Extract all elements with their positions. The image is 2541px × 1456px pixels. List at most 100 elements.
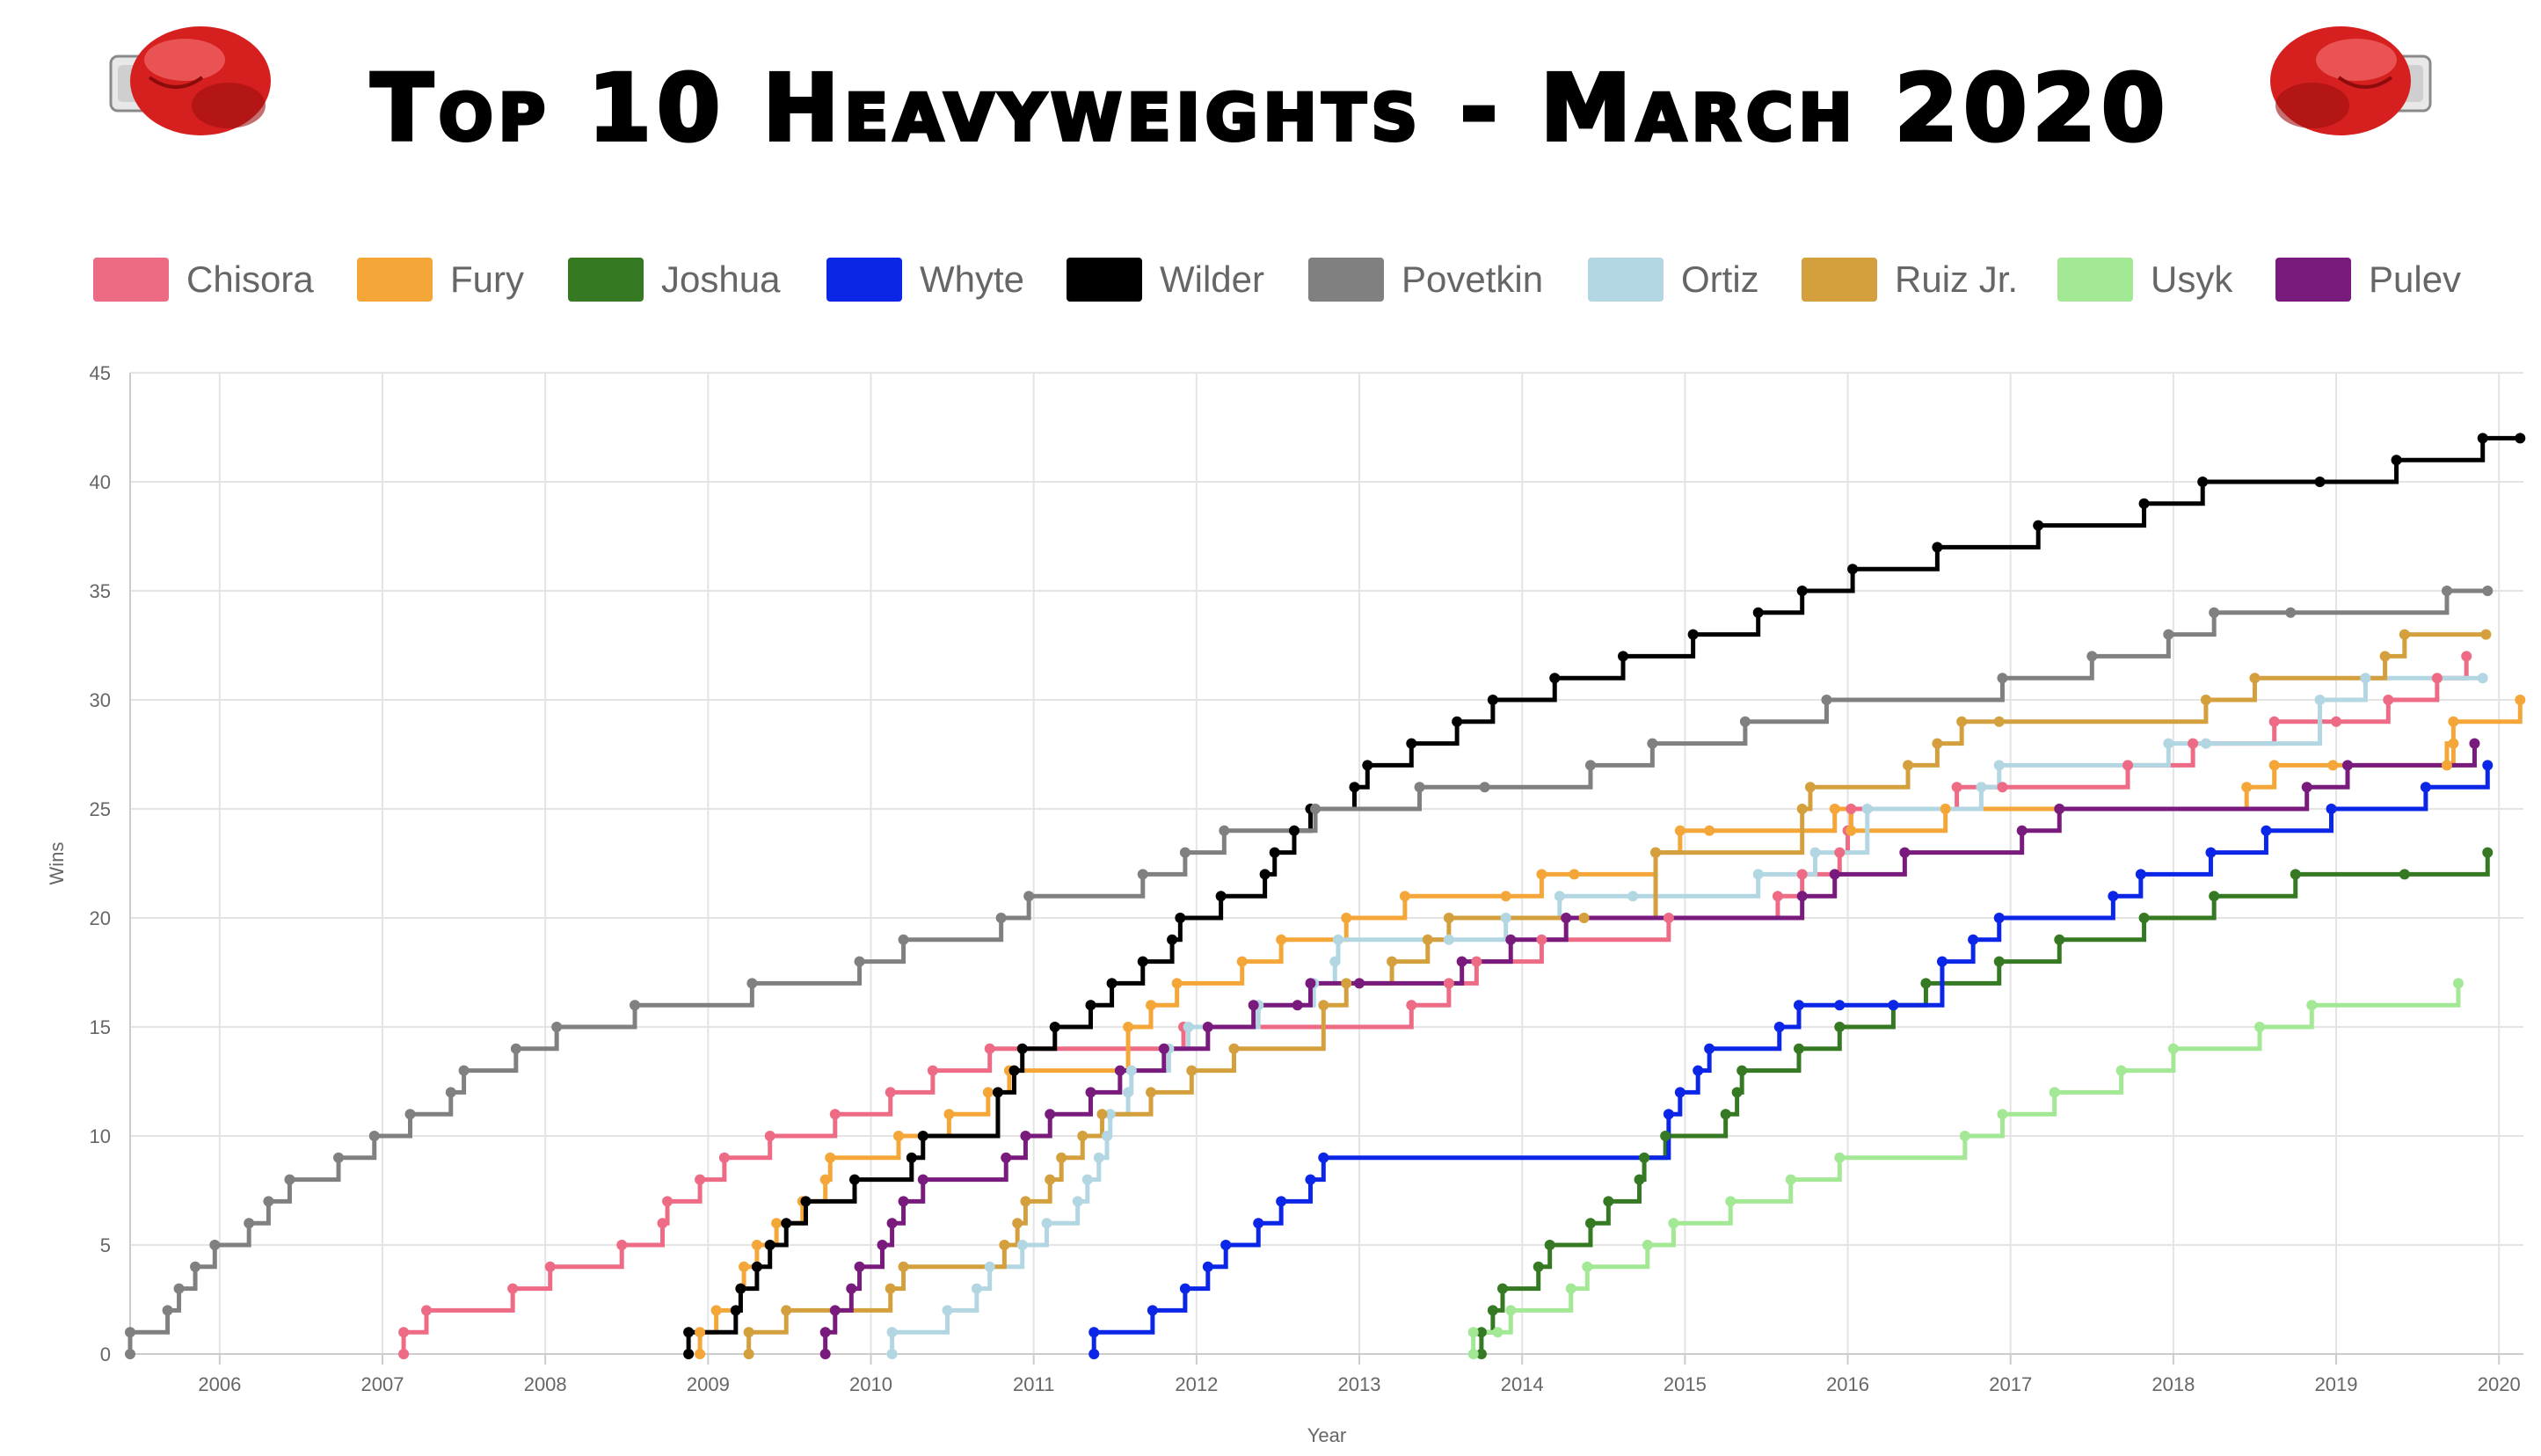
data-point-usyk: [1642, 1240, 1653, 1250]
legend-swatch: [568, 258, 644, 302]
data-point-povetkin: [2209, 607, 2220, 618]
legend-item[interactable]: Whyte: [826, 253, 1024, 306]
data-point-pulev: [1899, 847, 1911, 858]
data-point-chisora: [2188, 738, 2199, 749]
data-point-wilder: [1452, 716, 1463, 727]
data-point-joshua: [2209, 891, 2220, 902]
x-tick-label: 2013: [1338, 1373, 1381, 1395]
data-point-usyk: [1668, 1218, 1679, 1229]
data-point-povetkin: [263, 1196, 274, 1207]
data-point-joshua: [1634, 1174, 1645, 1185]
data-point-wilder: [906, 1152, 917, 1163]
data-point-povetkin: [162, 1305, 173, 1316]
data-point-wilder: [1549, 673, 1561, 684]
chart-legend: Chisora Fury Joshua Whyte Wilder Povetkin Orti…: [0, 253, 2541, 315]
data-point-povetkin: [854, 956, 865, 967]
legend-item[interactable]: Povetkin: [1308, 253, 1543, 306]
x-tick-label: 2008: [524, 1373, 567, 1395]
data-point-povetkin: [898, 934, 909, 945]
data-point-ortiz: [942, 1305, 953, 1316]
data-point-ruizjr: [1146, 1087, 1157, 1098]
data-point-pulev: [1829, 869, 1840, 880]
data-point-joshua: [1736, 1065, 1748, 1076]
data-point-fury: [1940, 804, 1951, 814]
data-point-wilder: [1349, 782, 1360, 793]
data-point-ortiz: [2360, 673, 2371, 684]
data-point-ortiz: [1183, 1022, 1194, 1032]
series-line-usyk: [1471, 983, 2461, 1354]
legend-label: Pulev: [2369, 258, 2462, 300]
data-point-povetkin: [445, 1087, 456, 1098]
data-point-wilder: [1406, 738, 1417, 749]
data-point-povetkin: [2482, 586, 2494, 596]
legend-swatch: [1308, 258, 1384, 302]
data-point-chisora: [1846, 804, 1857, 814]
data-point-joshua: [1793, 1043, 1804, 1054]
data-point-usyk: [1582, 1261, 1593, 1272]
data-point-joshua: [1834, 1022, 1846, 1032]
boxing-glove-icon: [97, 16, 273, 148]
data-point-joshua: [1584, 1218, 1596, 1229]
legend-item[interactable]: Pulev: [2275, 253, 2461, 306]
data-point-wilder: [2515, 433, 2526, 444]
legend-item[interactable]: Chisora: [93, 253, 314, 306]
legend-item[interactable]: Fury: [357, 253, 524, 306]
data-point-fury: [1341, 913, 1352, 923]
data-point-ruizjr: [1096, 1109, 1108, 1120]
data-point-wilder: [2033, 520, 2044, 531]
data-point-pulev: [917, 1174, 928, 1185]
data-point-whyte: [2482, 760, 2494, 771]
data-point-fury: [1399, 891, 1410, 902]
data-point-usyk: [2115, 1065, 2127, 1076]
x-axis-title: Year: [1307, 1424, 1346, 1446]
data-point-whyte: [1253, 1218, 1264, 1229]
data-point-whyte: [1663, 1109, 1674, 1120]
data-point-usyk: [1505, 1305, 1517, 1316]
data-point-pulev: [1085, 1087, 1096, 1098]
data-point-whyte: [1305, 1174, 1316, 1185]
data-point-pulev: [886, 1218, 898, 1229]
legend-swatch: [357, 258, 433, 302]
boxing-glove-icon: [2268, 16, 2444, 148]
data-point-fury: [751, 1240, 762, 1250]
data-point-ortiz: [1500, 913, 1511, 923]
data-point-ruizjr: [898, 1261, 909, 1272]
data-point-chisora: [1796, 869, 1808, 880]
data-point-povetkin: [368, 1131, 380, 1141]
legend-item[interactable]: Wilder: [1067, 253, 1264, 306]
data-point-fury: [1569, 869, 1580, 880]
data-point-pulev: [2301, 782, 2312, 793]
x-tick-label: 2020: [2478, 1373, 2521, 1395]
data-point-ruizjr: [1443, 913, 1454, 923]
data-point-wilder: [1487, 695, 1498, 705]
data-point-ruizjr: [1186, 1065, 1198, 1076]
data-point-povetkin: [630, 1000, 641, 1011]
data-point-wilder: [735, 1283, 746, 1294]
legend-item[interactable]: Ruiz Jr.: [1802, 253, 2018, 306]
data-point-joshua: [2482, 847, 2494, 858]
data-point-chisora: [695, 1174, 706, 1185]
data-point-fury: [695, 1327, 706, 1338]
data-point-fury: [695, 1349, 706, 1359]
data-point-pulev: [1456, 956, 1467, 967]
legend-item[interactable]: Joshua: [568, 253, 780, 306]
y-axis-title: Wins: [46, 842, 68, 885]
data-point-ruizjr: [1077, 1131, 1088, 1141]
data-point-ruizjr: [781, 1305, 792, 1316]
data-point-chisora: [2383, 695, 2394, 705]
data-point-chisora: [657, 1218, 668, 1229]
legend-item[interactable]: Ortiz: [1588, 253, 1759, 306]
y-tick-label: 35: [90, 580, 111, 602]
data-point-pulev: [819, 1349, 831, 1359]
x-tick-label: 2009: [687, 1373, 730, 1395]
legend-item[interactable]: Usyk: [2057, 253, 2232, 306]
data-point-pulev: [1114, 1065, 1125, 1076]
x-tick-label: 2018: [2151, 1373, 2195, 1395]
data-point-povetkin: [510, 1043, 521, 1054]
data-point-ruizjr: [743, 1349, 754, 1359]
data-point-povetkin: [1584, 760, 1596, 771]
data-point-joshua: [1475, 1349, 1487, 1359]
y-tick-label: 20: [90, 907, 111, 929]
data-point-povetkin: [551, 1022, 563, 1032]
data-point-fury: [1123, 1022, 1134, 1032]
